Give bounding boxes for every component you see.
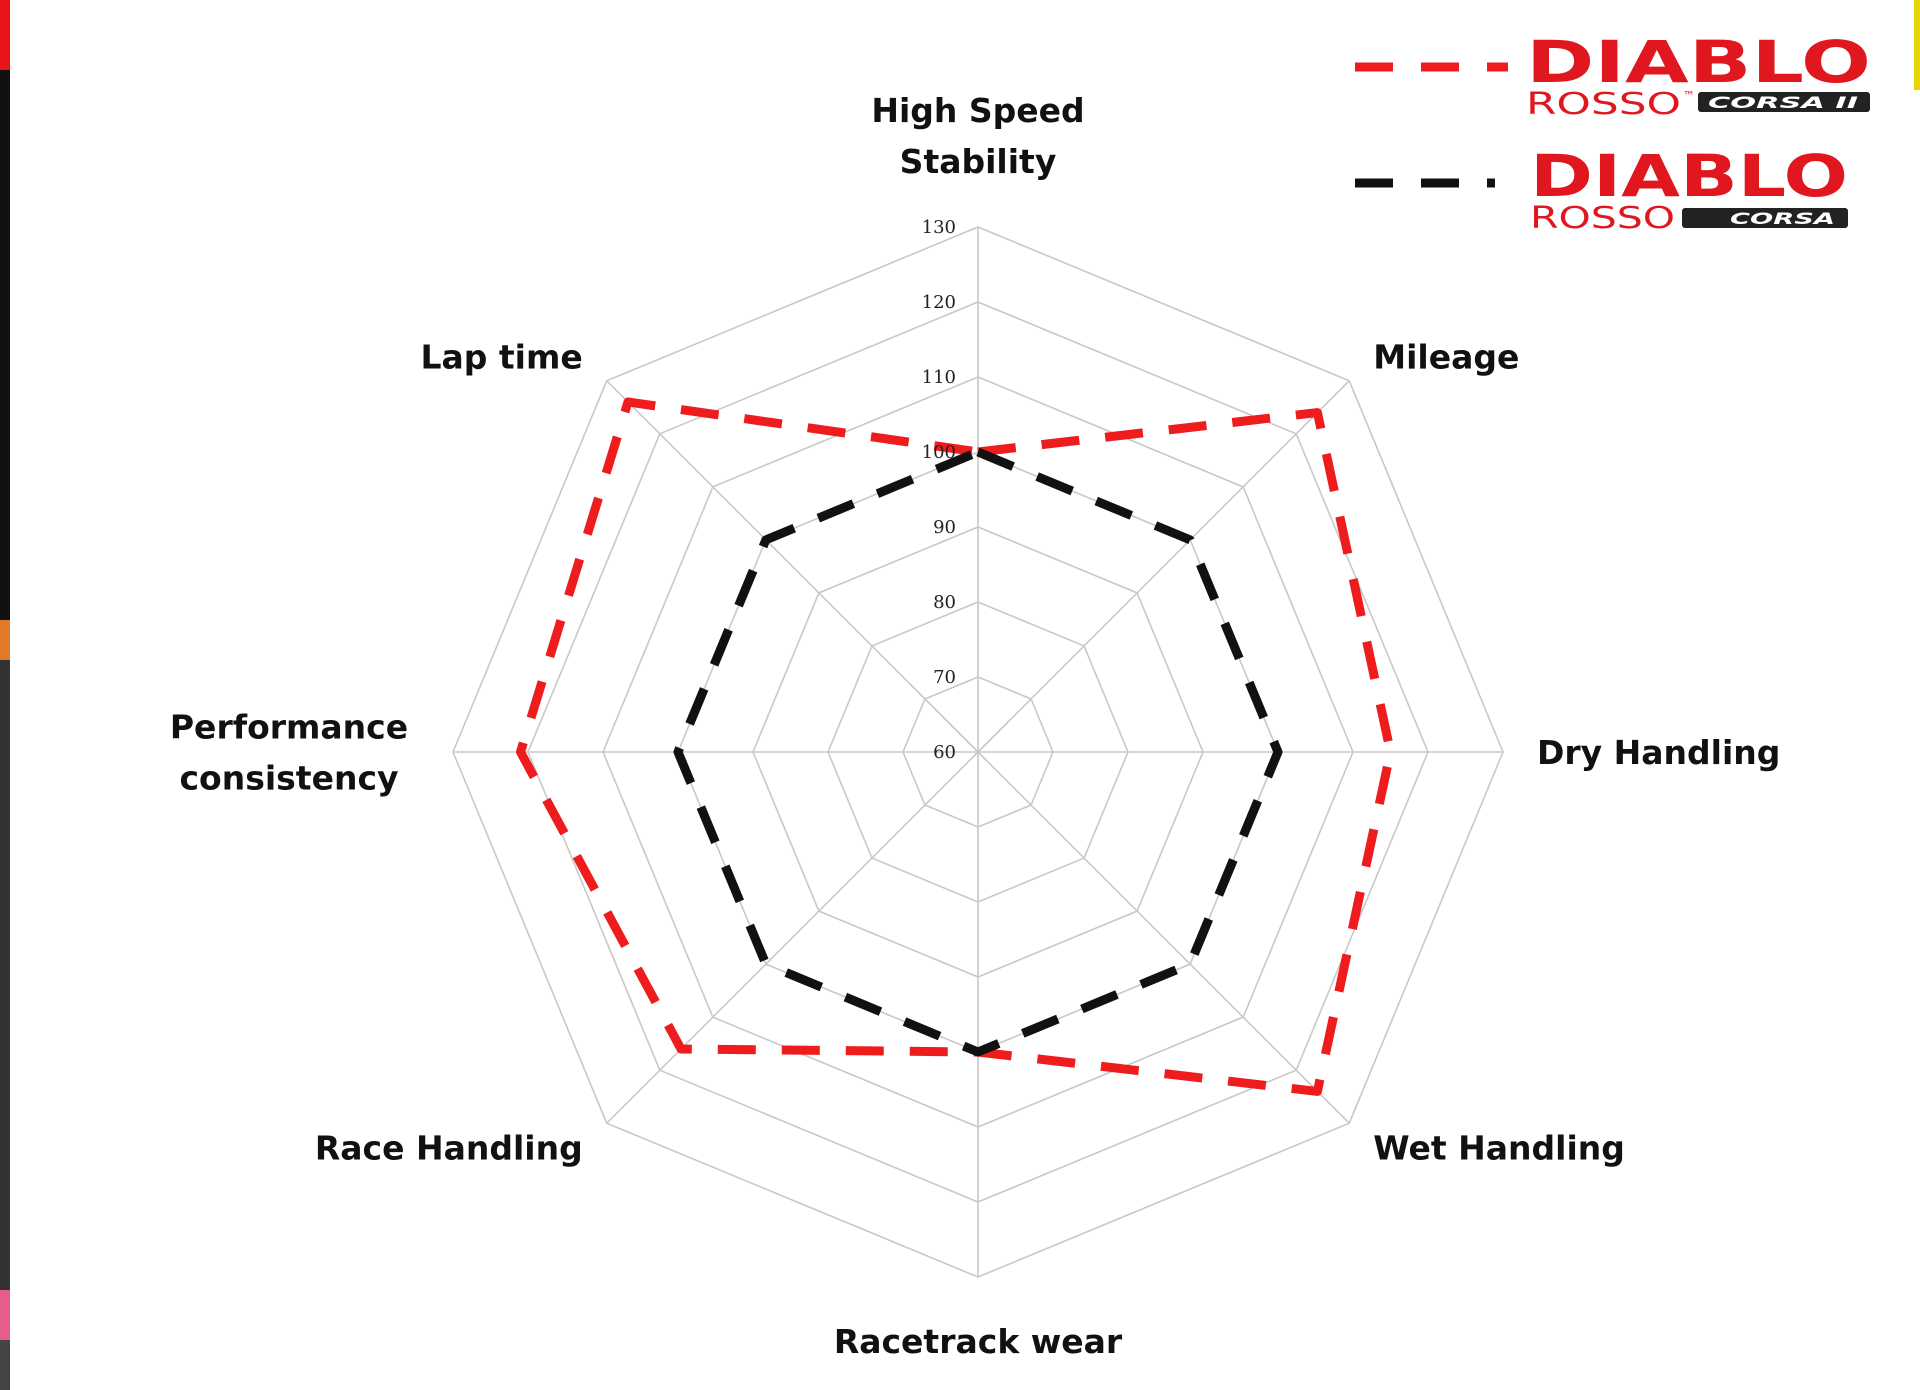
tick-label-120: 120 xyxy=(922,292,956,313)
tick-label-130: 130 xyxy=(922,217,956,238)
radar-series xyxy=(516,397,1395,1096)
left-edge-strip xyxy=(0,0,10,1390)
axis-label-mileage: Mileage xyxy=(1373,338,1519,377)
legend-item-corsa-ii: DIABLO ROSSO ™ CORSA II xyxy=(1355,28,1871,122)
legend-trademark: ™ xyxy=(1683,89,1695,103)
radar-tick-labels: 60 70 80 90 100 110 120 130 xyxy=(922,217,956,763)
legend-sub-corsa-ii: ROSSO xyxy=(1526,87,1681,122)
legend-brand-corsa-ii: DIABLO xyxy=(1526,28,1871,96)
axis-label-racetrack-wear: Racetrack wear xyxy=(834,1322,1123,1361)
radar-axis-labels: High Speed Stability Mileage Dry Handling We… xyxy=(170,91,1781,1361)
tick-label-110: 110 xyxy=(922,367,956,388)
legend: DIABLO ROSSO ™ CORSA II DIABLO ROSSO COR… xyxy=(1355,28,1871,236)
axis-label-performance-consistency: Performance consistency xyxy=(170,708,408,798)
legend-tag-bg-corsa xyxy=(1682,208,1848,228)
legend-sub-corsa: ROSSO xyxy=(1530,201,1675,236)
legend-tag-corsa-ii: CORSA II xyxy=(1708,93,1858,112)
spoke-lap-time xyxy=(606,380,979,753)
legend-brand-corsa: DIABLO xyxy=(1530,142,1848,210)
spoke-mileage xyxy=(977,380,1350,753)
right-edge-strip xyxy=(1914,0,1920,90)
tick-label-60: 60 xyxy=(933,742,956,763)
legend-tag-bg-corsa-ii xyxy=(1698,92,1870,112)
tick-label-90: 90 xyxy=(933,517,956,538)
axis-label-wet-handling: Wet Handling xyxy=(1373,1128,1625,1167)
legend-tag-corsa: CORSA xyxy=(1730,209,1835,228)
legend-item-corsa: DIABLO ROSSO CORSA xyxy=(1355,142,1848,236)
spoke-race-handling xyxy=(606,751,979,1124)
tick-label-100: 100 xyxy=(922,442,956,463)
spoke-wet-handling xyxy=(977,751,1350,1124)
tick-label-70: 70 xyxy=(933,667,956,688)
axis-label-race-handling: Race Handling xyxy=(315,1128,583,1167)
axis-label-lap-time: Lap time xyxy=(420,338,582,377)
radar-grid xyxy=(452,226,1504,1278)
axis-label-high-speed-stability: High Speed Stability xyxy=(871,91,1084,181)
tick-label-80: 80 xyxy=(933,592,956,613)
axis-label-dry-handling: Dry Handling xyxy=(1537,733,1780,772)
